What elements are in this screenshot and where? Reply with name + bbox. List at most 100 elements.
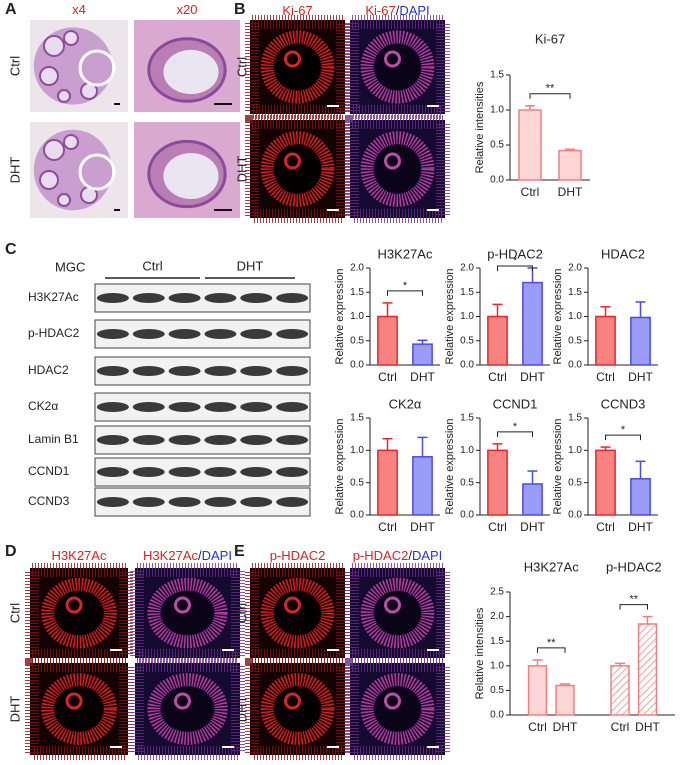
band <box>96 497 129 507</box>
y-axis-label: Relative expression <box>444 419 456 515</box>
blot-strip <box>94 283 311 313</box>
stroma <box>245 15 350 119</box>
micrograph <box>25 658 133 760</box>
highlight-circle <box>78 49 116 87</box>
x-tick-label: Ctrl <box>528 720 547 734</box>
oocyte <box>384 692 401 710</box>
y-axis-label: Relative expression <box>552 419 564 515</box>
y-tick-label: 1.0 <box>490 105 504 116</box>
y-tick-label: 1.5 <box>460 287 474 298</box>
significance-bracket <box>605 434 641 441</box>
y-tick-label: 2.5 <box>490 587 504 598</box>
band <box>204 329 237 339</box>
y-tick-label: 1.5 <box>568 413 582 424</box>
column-header: Ki-67/DAPI <box>365 3 429 18</box>
bar <box>630 316 651 366</box>
antrum <box>374 686 421 732</box>
significance-bracket <box>497 431 533 437</box>
column-header: p-HDAC2/DAPI <box>353 548 443 563</box>
row-label: DHT <box>7 157 22 184</box>
y-tick-label: 0.0 <box>490 710 504 721</box>
y-tick-label: 2.0 <box>568 263 582 274</box>
protein-label: CCND1 <box>28 464 70 478</box>
panel-letter: D <box>5 543 17 560</box>
group-title: p-HDAC2 <box>606 559 662 574</box>
chart-title: CCND1 <box>493 396 538 411</box>
highlight-circle <box>78 153 116 191</box>
band <box>276 366 309 376</box>
cell-line: MGC <box>55 259 85 274</box>
stroma <box>130 658 245 760</box>
y-tick-label: 0.0 <box>460 360 474 371</box>
micrograph <box>30 20 128 112</box>
bar <box>558 149 582 181</box>
y-tick-label: 1.5 <box>350 287 364 298</box>
bar <box>522 281 543 366</box>
blot-strip <box>94 356 311 386</box>
x-tick-label: Ctrl <box>378 370 397 384</box>
header-part: p-HDAC2 <box>270 548 326 563</box>
chart-title: CK2α <box>389 396 422 411</box>
x-tick-label: DHT <box>558 185 583 199</box>
micrograph <box>345 658 450 760</box>
band <box>276 497 309 507</box>
oocyte <box>384 50 401 68</box>
bar <box>555 684 575 716</box>
row-label: DHT <box>234 156 249 183</box>
band <box>204 293 237 303</box>
bar <box>610 665 630 716</box>
oocyte <box>65 596 83 614</box>
bar <box>595 449 616 516</box>
antrum <box>374 145 421 193</box>
x-tick-label: DHT <box>553 720 578 734</box>
band <box>168 467 201 477</box>
y-axis-label: Relative intensities <box>474 607 486 699</box>
granulosa <box>360 673 435 745</box>
stroma <box>245 658 350 760</box>
x-tick-label: DHT <box>410 520 435 534</box>
follicle <box>63 30 79 46</box>
column-header: H3K27Ac/DAPI <box>143 548 232 563</box>
band <box>276 293 309 303</box>
oocyte <box>384 152 401 170</box>
band <box>96 329 129 339</box>
blot-strip <box>94 487 311 517</box>
y-tick-label: 0.5 <box>568 477 582 488</box>
row-label: Ctrl <box>7 56 22 76</box>
micrograph <box>245 115 350 223</box>
y-tick-label: 0.0 <box>350 510 364 521</box>
band <box>240 293 273 303</box>
y-tick-label: 1.5 <box>460 413 474 424</box>
band <box>240 467 273 477</box>
band <box>132 293 165 303</box>
column-header: Ki-67 <box>282 3 312 18</box>
x-tick-label: DHT <box>628 370 653 384</box>
header-part: / <box>198 548 202 563</box>
antrum <box>163 49 219 95</box>
bar <box>487 449 508 516</box>
y-tick-label: 0.0 <box>568 360 582 371</box>
bar <box>487 315 508 366</box>
bar <box>518 109 542 181</box>
band <box>240 329 273 339</box>
header-part: x20 <box>177 2 198 17</box>
y-tick-label: 0.0 <box>568 510 582 521</box>
group-title: H3K27Ac <box>524 559 579 574</box>
panel-letter: E <box>234 543 245 560</box>
blot-strip <box>94 425 311 455</box>
significance: * <box>621 424 626 436</box>
blot-strip <box>94 392 311 422</box>
protein-label: CCND3 <box>28 494 70 508</box>
significance: ** <box>546 83 555 95</box>
micrograph <box>25 563 133 663</box>
bar <box>637 623 658 716</box>
micrograph <box>345 15 450 119</box>
stroma <box>345 658 450 760</box>
y-tick-label: 0.5 <box>460 335 474 346</box>
significance-bracket <box>387 290 423 296</box>
column-header: x4 <box>72 2 86 17</box>
header-part: Ki-67 <box>282 3 312 18</box>
significance-bracket <box>537 647 566 653</box>
y-tick-label: 0.0 <box>490 175 504 186</box>
micrograph <box>134 20 240 112</box>
